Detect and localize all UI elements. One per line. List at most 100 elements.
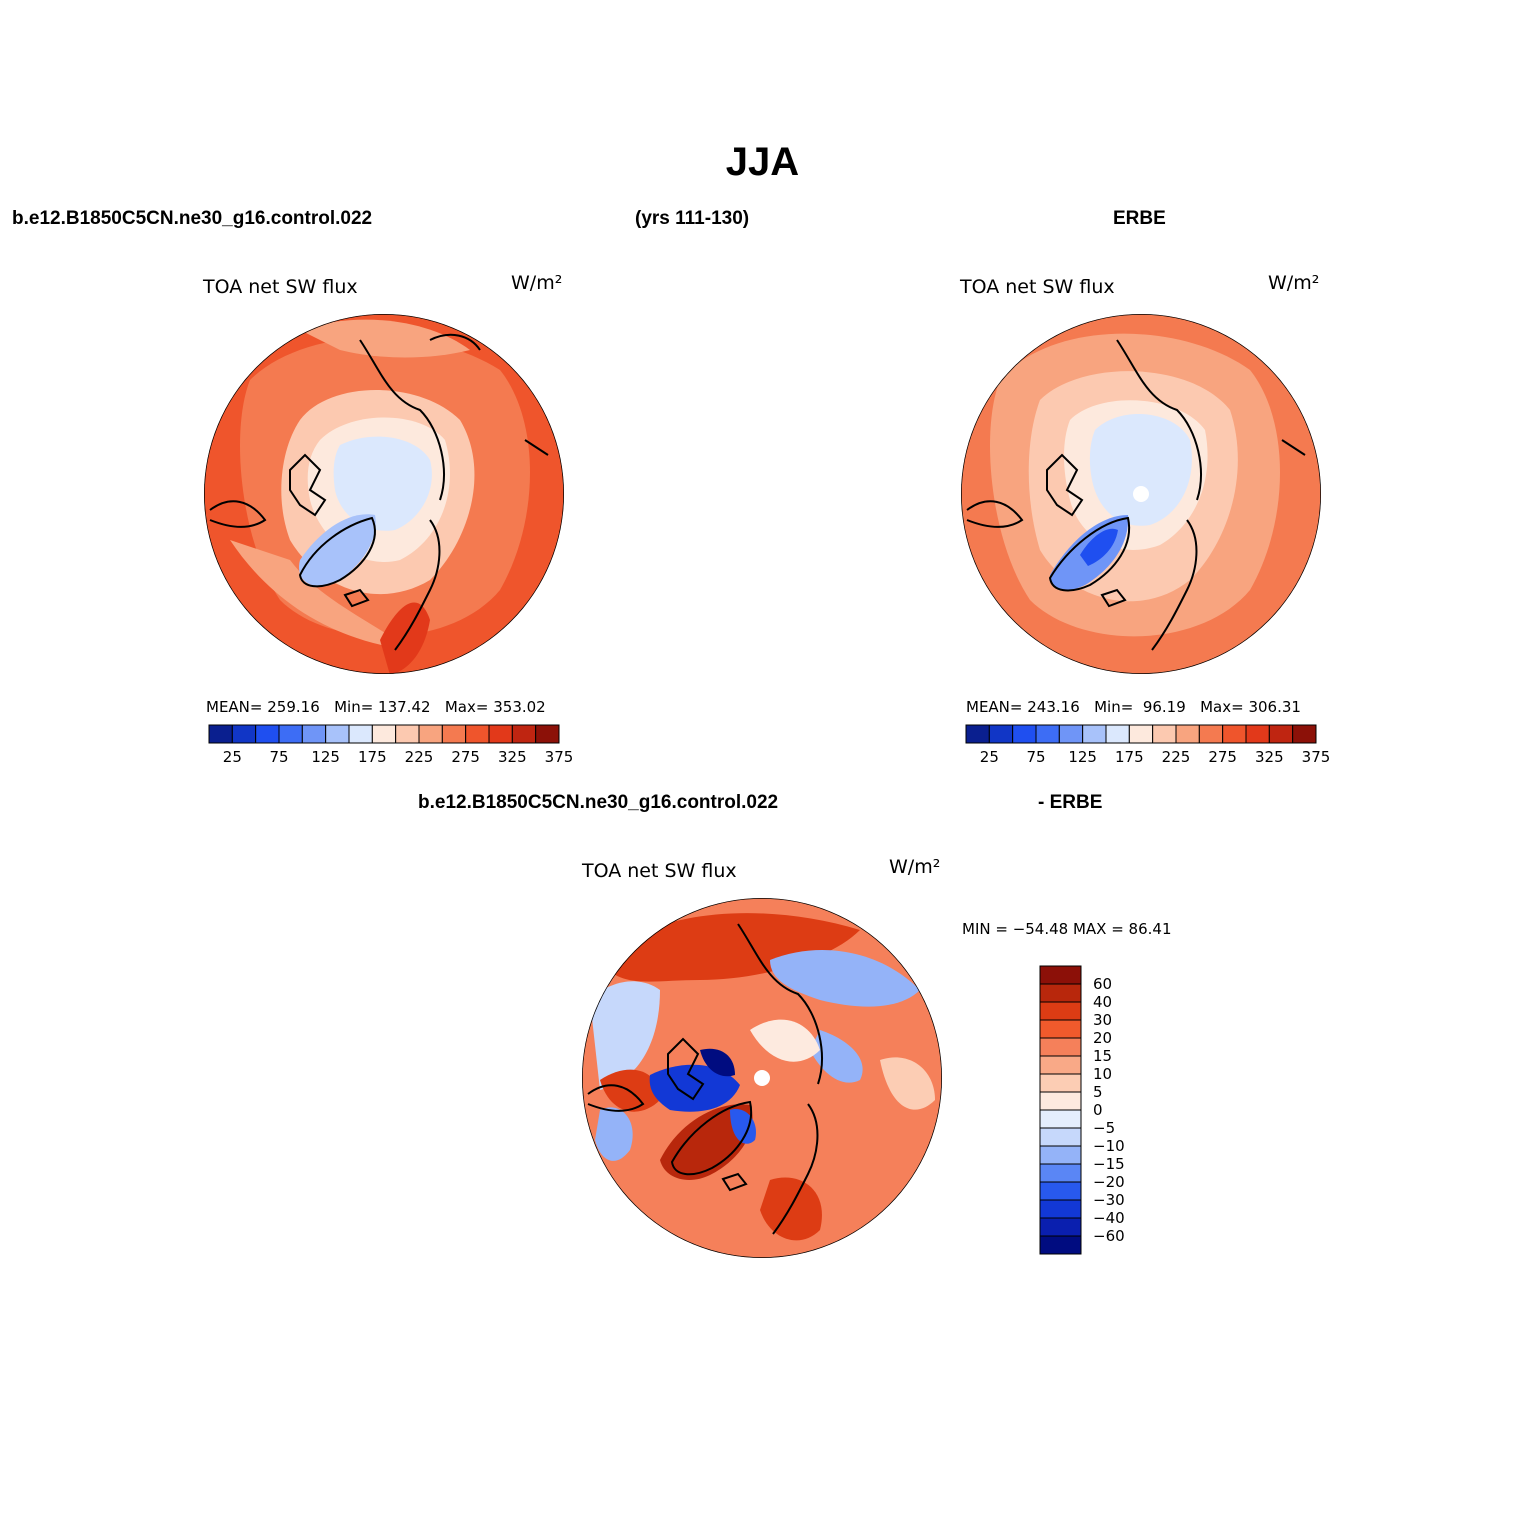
- colorbar-box: [348, 724, 373, 744]
- mean-label: MEAN=: [206, 698, 263, 716]
- field-contour: [333, 436, 432, 531]
- colorbar-tick-label: 225: [1162, 748, 1191, 766]
- colorbar-box: [1082, 724, 1107, 744]
- stats-model: MEAN= 259.16 Min= 137.42 Max= 353.02: [206, 698, 546, 716]
- colorbar-box: [418, 724, 443, 744]
- diff-obs-header: - ERBE: [1038, 792, 1103, 813]
- iceland-outline: [721, 1172, 748, 1192]
- min-label: Min=: [334, 698, 374, 716]
- colorbar-box: [1152, 724, 1177, 744]
- colorbar-box: [1039, 1109, 1082, 1129]
- colorbar-box: [965, 724, 990, 744]
- field-contour: [760, 1177, 822, 1241]
- mean-value: 243.16: [1027, 698, 1080, 716]
- colorbar-tick-label: 275: [1208, 748, 1237, 766]
- stats-diff: MIN = −54.48 MAX = 86.41: [962, 920, 1172, 938]
- units-obs: W/m²: [1268, 272, 1320, 294]
- coastline: [1116, 339, 1202, 501]
- coastline: [429, 333, 481, 351]
- colorbar-box: [1039, 1019, 1082, 1039]
- colorbar-tick-label: 125: [311, 748, 340, 766]
- field-contour: [299, 514, 376, 587]
- colorbar-tick-label: 10: [1093, 1065, 1112, 1083]
- stats-obs: MEAN= 243.16 Min= 96.19 Max= 306.31: [966, 698, 1301, 716]
- units-diff: W/m²: [889, 856, 941, 878]
- colorbar-tick-label: 0: [1093, 1101, 1103, 1119]
- map-diff: [582, 898, 942, 1258]
- colorbar-tick-label: 325: [498, 748, 527, 766]
- max-value: 353.02: [493, 698, 546, 716]
- colorbar-box: [278, 724, 303, 744]
- colorbar-box: [1175, 724, 1200, 744]
- colorbar-box: [488, 724, 513, 744]
- colorbar-box: [465, 724, 490, 744]
- colorbar-tick-label: 25: [223, 748, 242, 766]
- coastlines-obs: [966, 339, 1306, 651]
- colorbar-tick-label: 5: [1093, 1083, 1103, 1101]
- colorbar-box: [1039, 1217, 1082, 1237]
- colorbar-box: [255, 724, 280, 744]
- field-contour: [230, 540, 410, 650]
- colorbar-box: [1245, 724, 1270, 744]
- figure-title: JJA: [725, 140, 800, 184]
- greenland-outline: [298, 516, 376, 588]
- coastline: [394, 519, 441, 651]
- coastline: [209, 500, 267, 528]
- colorbar-box: [231, 724, 257, 744]
- model-case-header: b.e12.B1850C5CN.ne30_g16.control.022: [12, 208, 373, 229]
- panel-title-model: TOA net SW flux: [203, 276, 358, 298]
- coastlines-diff: [587, 923, 823, 1235]
- pole-hole: [754, 1070, 770, 1086]
- colorbar-tick-label: 375: [545, 748, 574, 766]
- colorbar-model: 25 75 125 175 225 275 325 375: [208, 724, 574, 766]
- min-label: Min=: [1094, 698, 1134, 716]
- colorbar-tick-label: 40: [1093, 993, 1112, 1011]
- coastlines-model: [209, 333, 549, 651]
- field-contour: [590, 981, 660, 1090]
- colorbar-box: [208, 724, 233, 744]
- colorbar-box: [301, 724, 327, 744]
- max-value: 306.31: [1248, 698, 1301, 716]
- map-model: [204, 314, 564, 674]
- panel-title-diff: TOA net SW flux: [582, 860, 737, 882]
- max-label: Max=: [444, 698, 489, 716]
- colorbar-box: [1039, 1145, 1082, 1165]
- colorbar-tick-label: 375: [1302, 748, 1331, 766]
- colorbar-box: [395, 724, 420, 744]
- colorbar-box: [1058, 724, 1084, 744]
- colorbar-obs: 25 75 125 175 225 275 325 375: [965, 724, 1331, 766]
- colorbar-box: [441, 724, 467, 744]
- greenland-outline: [1048, 516, 1131, 592]
- colorbar-box: [535, 724, 560, 744]
- colorbar-tick-label: −30: [1093, 1191, 1125, 1209]
- field-contour: [730, 1109, 756, 1144]
- colorbar-box: [1039, 1181, 1082, 1201]
- colorbar-box: [325, 724, 350, 744]
- colorbar-box: [1039, 1055, 1082, 1075]
- colorbar-box: [1268, 724, 1294, 744]
- panel-title-obs: TOA net SW flux: [960, 276, 1115, 298]
- pole-hole: [1133, 486, 1149, 502]
- map-obs: [961, 314, 1321, 674]
- colorbar-tick-label: 175: [1115, 748, 1144, 766]
- arctic-islands-outline: [667, 1037, 705, 1101]
- colorbar-box: [1039, 1163, 1082, 1183]
- colorbar-box: [1039, 1073, 1082, 1093]
- years-header: (yrs 111-130): [635, 208, 750, 229]
- colorbar-box: [1039, 1235, 1082, 1255]
- colorbar-tick-label: 25: [980, 748, 999, 766]
- coastline: [772, 1103, 819, 1235]
- colorbar-box: [1039, 983, 1082, 1003]
- min-value: 137.42: [378, 698, 431, 716]
- colorbar-box: [1039, 965, 1082, 985]
- colorbar-box: [988, 724, 1014, 744]
- arctic-islands-outline: [289, 453, 327, 517]
- field-contour: [880, 1057, 935, 1110]
- colorbar-tick-label: 175: [358, 748, 387, 766]
- colorbar-tick-label: −15: [1093, 1155, 1125, 1173]
- colorbar-box: [1128, 724, 1154, 744]
- colorbar-box: [1039, 1127, 1082, 1147]
- field-contour: [595, 1107, 633, 1161]
